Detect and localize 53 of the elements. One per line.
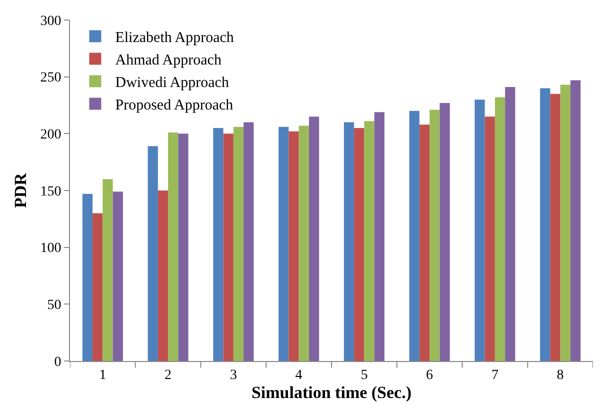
bar bbox=[560, 84, 570, 361]
bar bbox=[278, 126, 289, 361]
bar bbox=[494, 97, 506, 361]
bar bbox=[354, 128, 364, 361]
bar bbox=[168, 132, 178, 361]
legend-label: Ahmad Approach bbox=[115, 52, 222, 69]
bar bbox=[223, 134, 234, 361]
bar bbox=[570, 80, 581, 361]
legend-label: Proposed Approach bbox=[115, 98, 234, 114]
y-tick-label: 50 bbox=[47, 298, 62, 314]
bar bbox=[374, 112, 384, 361]
bar bbox=[288, 131, 299, 361]
bar bbox=[298, 126, 309, 361]
bar bbox=[505, 87, 516, 361]
legend-label: Elizabeth Approach bbox=[115, 30, 234, 46]
x-tick-label: 4 bbox=[295, 368, 302, 383]
x-tick-label: 1 bbox=[99, 368, 106, 383]
bar bbox=[484, 116, 495, 361]
bar bbox=[82, 194, 93, 361]
y-tick-label: 150 bbox=[40, 184, 62, 200]
bar bbox=[550, 94, 560, 361]
bar bbox=[102, 179, 113, 361]
bar bbox=[92, 213, 103, 361]
x-axis-title: Simulation time (Sec.) bbox=[251, 383, 412, 402]
bar bbox=[474, 100, 485, 361]
y-tick-label: 250 bbox=[40, 70, 62, 86]
bar bbox=[344, 122, 354, 361]
y-tick-label: 100 bbox=[40, 241, 62, 256]
x-tick-label: 7 bbox=[491, 368, 498, 383]
legend-label: Dwivedi Approach bbox=[115, 75, 230, 92]
bar bbox=[112, 192, 123, 361]
x-tick-label: 3 bbox=[230, 368, 237, 383]
bar bbox=[148, 146, 158, 361]
x-tick-label: 5 bbox=[360, 368, 368, 383]
bar bbox=[308, 116, 320, 361]
bar bbox=[233, 126, 244, 361]
x-tick-label: 6 bbox=[426, 368, 434, 383]
y-tick-label: 300 bbox=[40, 14, 62, 29]
bar bbox=[440, 102, 450, 361]
x-tick-label: 2 bbox=[164, 368, 172, 383]
bar bbox=[409, 110, 420, 361]
bar bbox=[430, 110, 440, 361]
bar bbox=[213, 128, 224, 361]
bar bbox=[178, 134, 188, 361]
bar bbox=[244, 122, 254, 361]
bar bbox=[419, 124, 430, 361]
bar bbox=[540, 88, 550, 361]
y-tick-label: 0 bbox=[54, 354, 62, 370]
y-axis-title: PDR bbox=[11, 172, 30, 208]
y-tick-label: 200 bbox=[40, 128, 62, 143]
bar bbox=[158, 190, 168, 361]
x-tick-label: 8 bbox=[556, 368, 564, 383]
bar bbox=[364, 121, 374, 361]
